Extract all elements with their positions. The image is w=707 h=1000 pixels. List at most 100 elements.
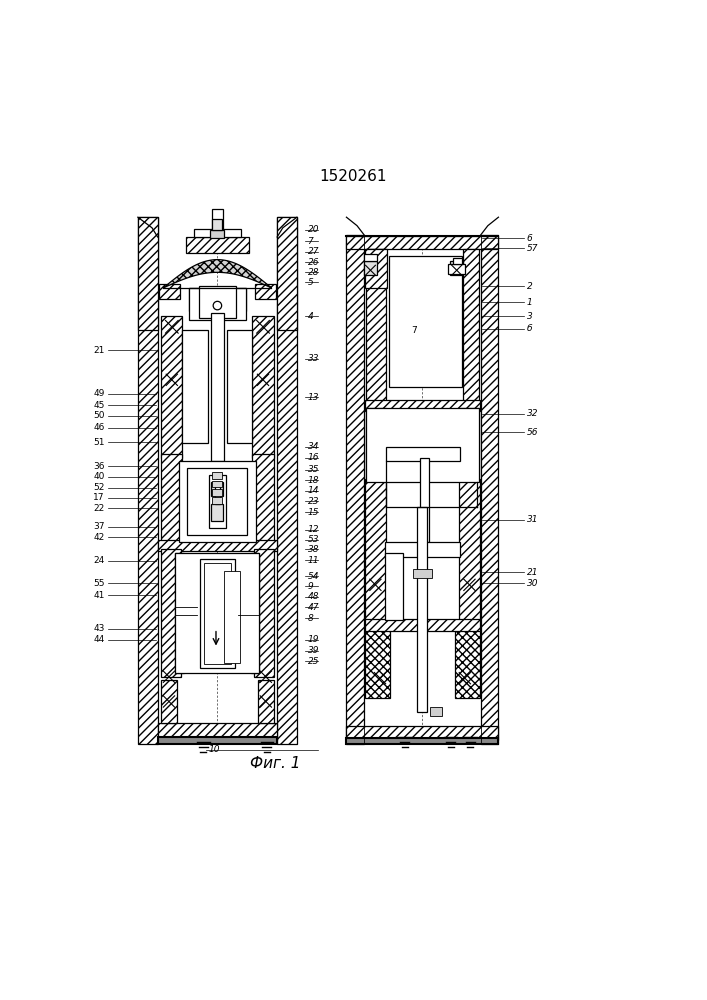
Text: 39: 39 (308, 646, 319, 655)
Bar (199, 286, 235, 318)
Bar (199, 559, 235, 668)
Bar (258, 680, 274, 723)
Bar (230, 337, 250, 366)
Text: 44: 44 (93, 635, 105, 644)
Bar (420, 458, 428, 542)
Text: 47: 47 (308, 603, 319, 612)
Bar (417, 507, 427, 712)
Bar (346, 738, 498, 744)
Bar (255, 284, 276, 299)
Bar (185, 337, 204, 366)
Text: 3: 3 (527, 312, 532, 321)
Text: 8: 8 (308, 614, 313, 623)
Text: 54: 54 (308, 572, 319, 581)
Text: 11: 11 (308, 556, 319, 565)
Bar (365, 620, 390, 698)
Bar (455, 620, 480, 698)
Bar (212, 481, 222, 487)
Bar (194, 229, 240, 237)
Bar (189, 288, 199, 311)
Bar (185, 237, 249, 253)
Bar (389, 256, 462, 387)
Text: 15: 15 (308, 508, 319, 517)
Bar (161, 316, 182, 458)
Bar (161, 454, 182, 549)
Bar (158, 737, 277, 744)
Text: 51: 51 (93, 438, 105, 447)
Text: 57: 57 (527, 244, 538, 253)
Bar (209, 475, 226, 528)
Text: 23: 23 (308, 497, 319, 506)
Bar (230, 422, 250, 440)
Text: 7: 7 (411, 326, 417, 335)
Polygon shape (163, 260, 271, 288)
Text: 37: 37 (93, 522, 105, 531)
Text: 30: 30 (527, 579, 538, 588)
Text: 36: 36 (93, 462, 105, 471)
Bar (211, 482, 223, 496)
Text: 42: 42 (93, 533, 105, 542)
Bar (364, 261, 377, 275)
Text: 6: 6 (527, 234, 532, 243)
Text: 20: 20 (308, 225, 319, 234)
Bar (365, 400, 480, 411)
Bar (182, 330, 207, 443)
Bar (235, 288, 246, 311)
Text: 46: 46 (93, 423, 105, 432)
Bar (179, 461, 256, 542)
Bar (463, 249, 479, 401)
Bar (252, 316, 274, 458)
Bar (366, 408, 479, 482)
Bar (254, 549, 274, 677)
Bar (212, 489, 222, 496)
Text: 33: 33 (308, 354, 319, 363)
Text: 32: 32 (527, 409, 538, 418)
Bar (212, 472, 222, 479)
Bar (386, 447, 460, 461)
Text: 12: 12 (308, 525, 319, 534)
Text: 34: 34 (308, 442, 319, 451)
Text: 38: 38 (308, 545, 319, 554)
Bar (227, 330, 252, 443)
Text: 53: 53 (308, 535, 319, 544)
Text: 9: 9 (308, 582, 313, 591)
Text: 50: 50 (93, 411, 105, 420)
Bar (233, 468, 247, 535)
Bar (459, 479, 480, 620)
Bar (185, 376, 204, 408)
Text: 17: 17 (93, 493, 105, 502)
Bar (212, 219, 222, 230)
Text: 28: 28 (308, 268, 319, 277)
Bar (175, 553, 259, 673)
Text: 21: 21 (93, 346, 105, 355)
Bar (460, 408, 479, 482)
Bar (161, 680, 177, 723)
Text: 13: 13 (308, 393, 319, 402)
Bar (212, 497, 222, 504)
Text: 1: 1 (527, 298, 532, 307)
Bar (187, 468, 201, 535)
Bar (365, 619, 480, 631)
Circle shape (214, 301, 222, 310)
Text: 48: 48 (308, 592, 319, 601)
Bar (215, 482, 221, 504)
Bar (448, 264, 465, 274)
Text: 41: 41 (93, 591, 105, 600)
Text: 4: 4 (308, 312, 313, 321)
Text: 49: 49 (93, 389, 105, 398)
Bar (277, 217, 297, 330)
Text: 5: 5 (308, 278, 313, 287)
Text: 16: 16 (308, 453, 319, 462)
Text: 14: 14 (308, 486, 319, 495)
Bar (211, 313, 223, 461)
Text: 55: 55 (93, 579, 105, 588)
Text: 21: 21 (527, 568, 538, 577)
Text: 26: 26 (308, 258, 319, 267)
Text: 7: 7 (308, 237, 313, 246)
Bar (158, 723, 277, 740)
Bar (230, 376, 250, 408)
Text: 2: 2 (527, 282, 532, 291)
Text: 35: 35 (308, 465, 319, 474)
Text: б: б (527, 324, 532, 333)
Bar (252, 454, 274, 549)
